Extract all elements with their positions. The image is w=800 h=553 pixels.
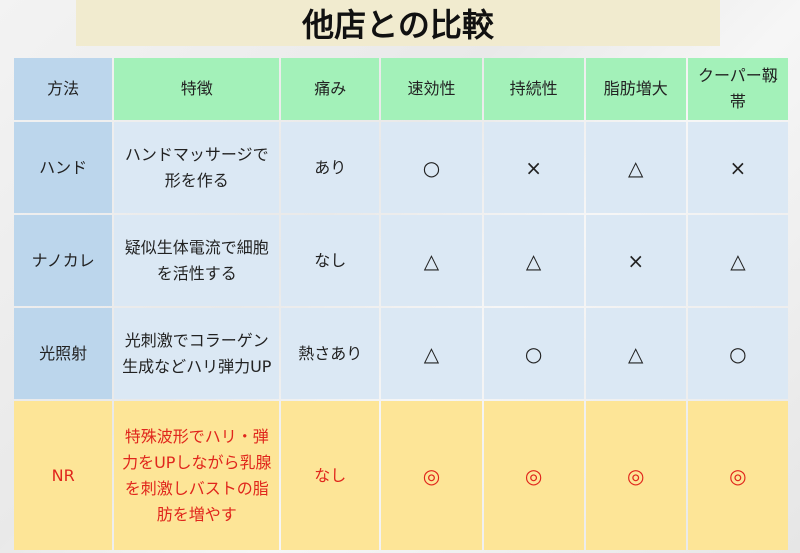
cell-speed: ○: [381, 122, 482, 213]
cell-feature: 疑似生体電流で細胞を活性する: [114, 215, 280, 306]
cell-method: NR: [14, 401, 113, 550]
cell-cooper-ligament: △: [687, 215, 788, 306]
cell-feature: 光刺激でコラーゲン生成などハリ弾力UP: [114, 308, 280, 399]
cell-fat-increase: ×: [585, 215, 686, 306]
cell-cooper-ligament: ○: [687, 308, 788, 399]
table-row: NR 特殊波形でハリ・弾力をUPしながら乳腺を刺激しバストの脂肪を増やす なし ◎ ◎ ◎…: [14, 401, 788, 550]
cell-pain: なし: [281, 401, 380, 550]
cell-speed: ◎: [381, 401, 482, 550]
table-row: ナノカレ 疑似生体電流で細胞を活性する なし △ △ × △: [14, 215, 788, 306]
header-pain: 痛み: [281, 58, 380, 120]
cell-pain: あり: [281, 122, 380, 213]
cell-duration: ◎: [483, 401, 584, 550]
table-row: 光照射 光刺激でコラーゲン生成などハリ弾力UP 熱さあり △ ○ △ ○: [14, 308, 788, 399]
cell-feature: ハンドマッサージで形を作る: [114, 122, 280, 213]
cell-speed: △: [381, 215, 482, 306]
cell-method: 光照射: [14, 308, 113, 399]
cell-speed: △: [381, 308, 482, 399]
cell-duration: ○: [483, 308, 584, 399]
header-fat-increase: 脂肪増大: [585, 58, 686, 120]
table-row: ハンド ハンドマッサージで形を作る あり ○ × △ ×: [14, 122, 788, 213]
header-duration: 持続性: [483, 58, 584, 120]
cell-pain: 熱さあり: [281, 308, 380, 399]
cell-feature: 特殊波形でハリ・弾力をUPしながら乳腺を刺激しバストの脂肪を増やす: [114, 401, 280, 550]
cell-fat-increase: ◎: [585, 401, 686, 550]
cell-duration: ×: [483, 122, 584, 213]
header-speed: 速効性: [381, 58, 482, 120]
comparison-table: 方法 特徴 痛み 速効性 持続性 脂肪増大 クーパー靱帯 ハンド ハンドマッサージ…: [12, 56, 790, 552]
header-cooper-ligament: クーパー靱帯: [687, 58, 788, 120]
cell-cooper-ligament: ◎: [687, 401, 788, 550]
cell-fat-increase: △: [585, 308, 686, 399]
cell-method: ナノカレ: [14, 215, 113, 306]
cell-duration: △: [483, 215, 584, 306]
page-title: 他店との比較: [76, 0, 720, 46]
cell-fat-increase: △: [585, 122, 686, 213]
cell-pain: なし: [281, 215, 380, 306]
header-method: 方法: [14, 58, 113, 120]
cell-cooper-ligament: ×: [687, 122, 788, 213]
header-feature: 特徴: [114, 58, 280, 120]
table-header-row: 方法 特徴 痛み 速効性 持続性 脂肪増大 クーパー靱帯: [14, 58, 788, 120]
cell-method: ハンド: [14, 122, 113, 213]
